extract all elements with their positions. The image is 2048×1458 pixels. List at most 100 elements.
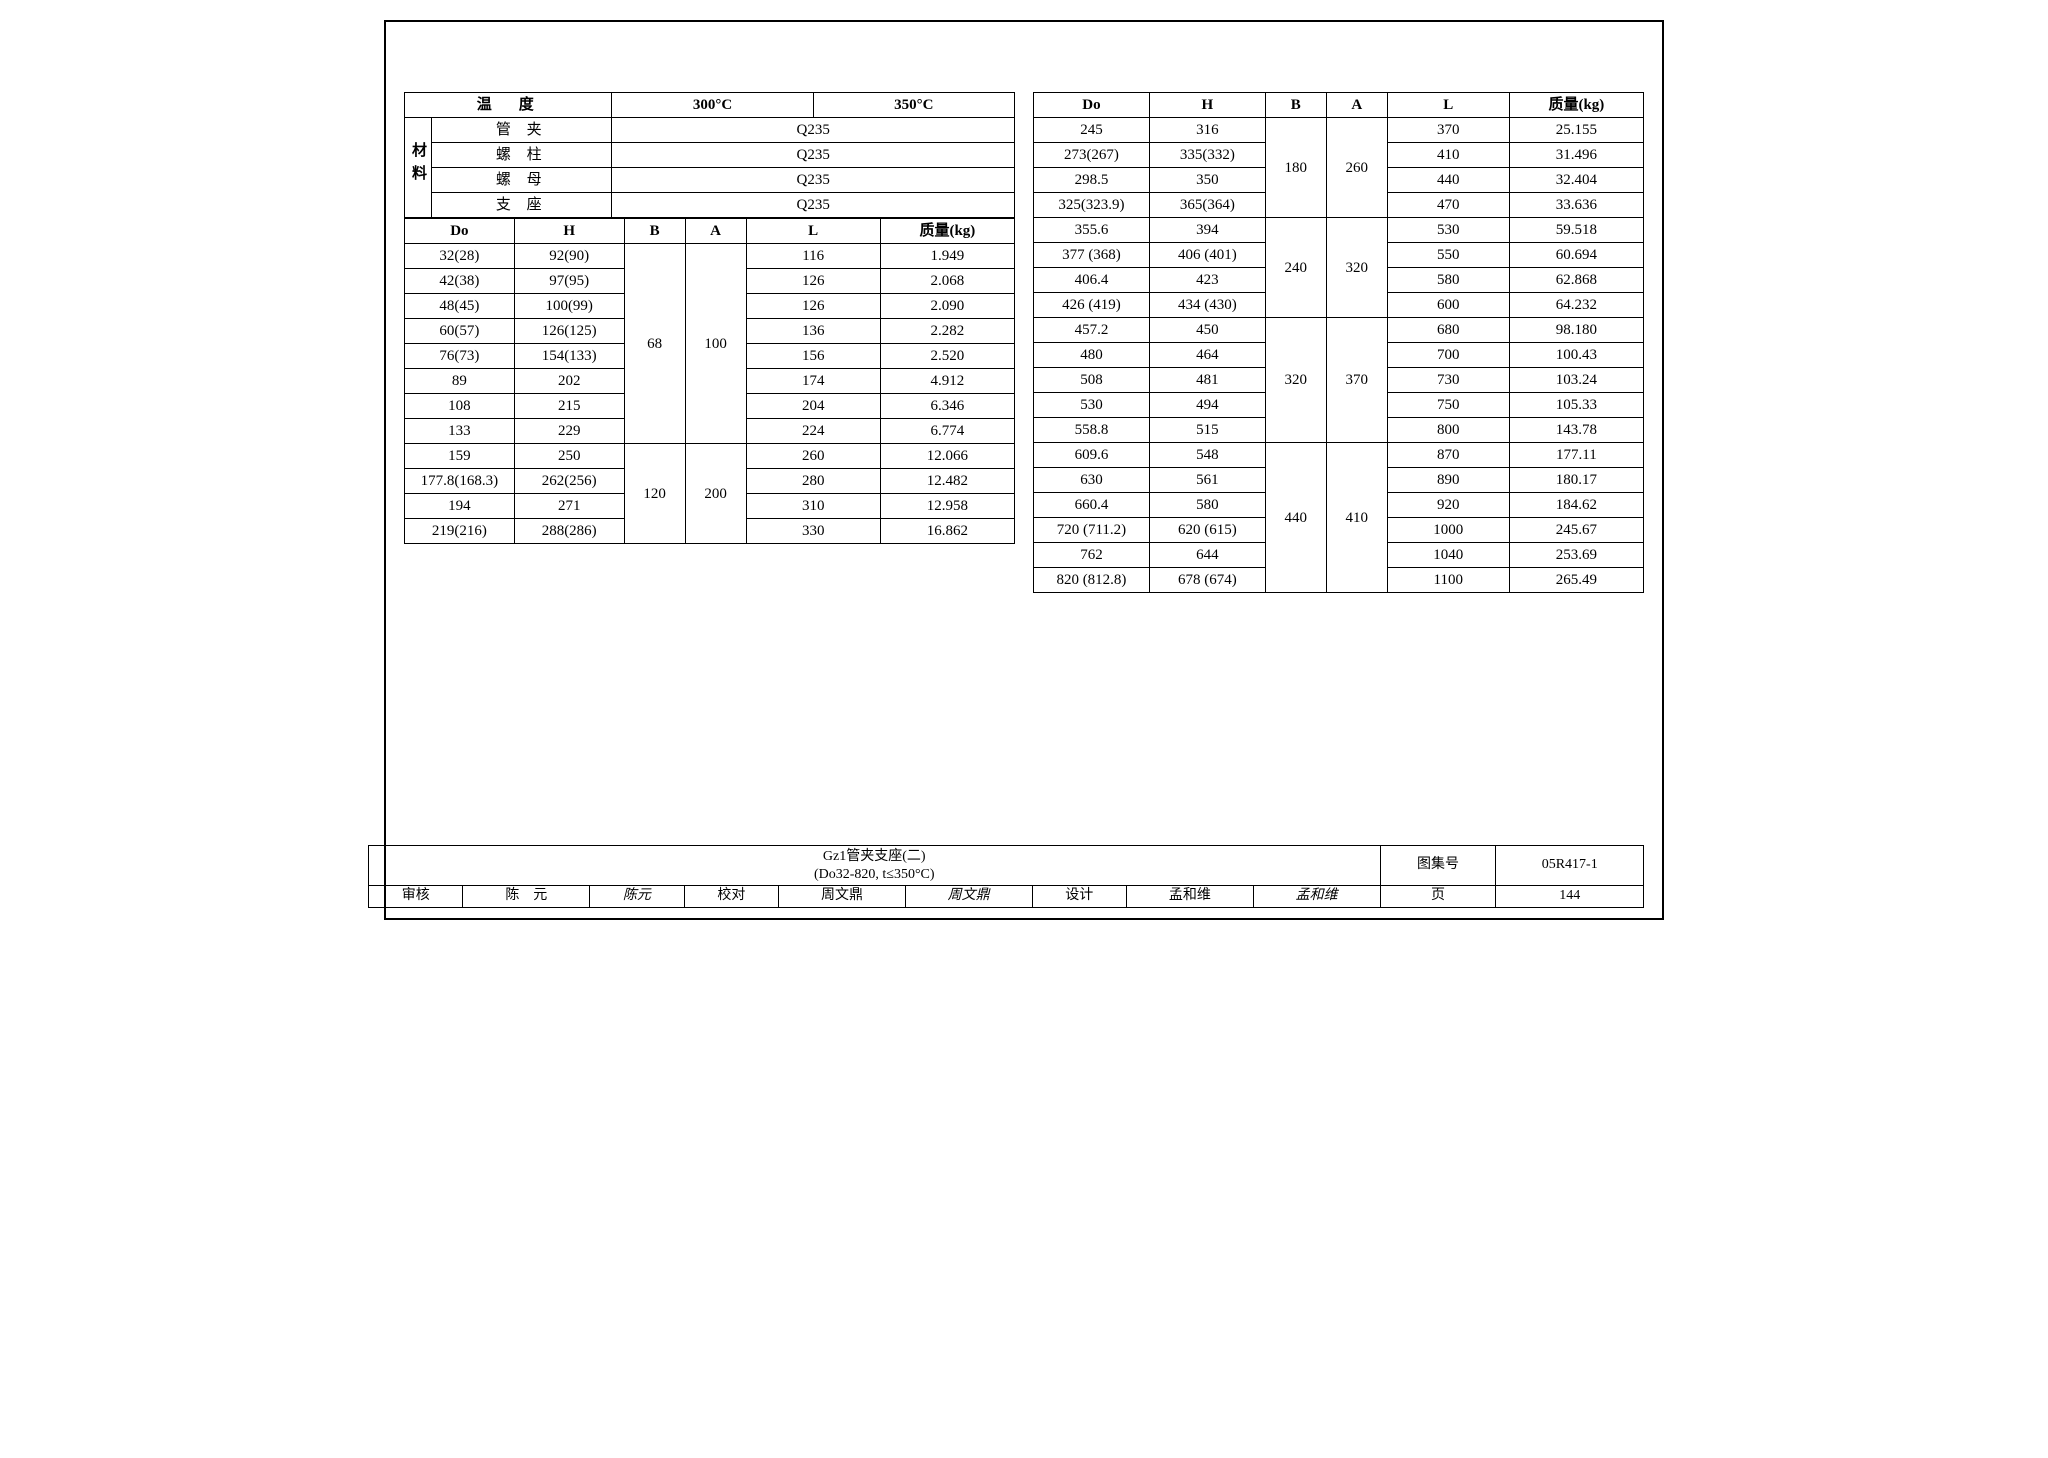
cell-h: 154(133) — [514, 344, 624, 369]
left-data-table: DoHBAL质量(kg)32(28)92(90)681001161.94942(… — [404, 218, 1015, 544]
cell-do: 426 (419) — [1034, 293, 1150, 318]
cell-h: 434 (430) — [1149, 293, 1265, 318]
cell-h: 494 — [1149, 393, 1265, 418]
cell-mass: 253.69 — [1509, 543, 1643, 568]
check-signature: 周文鼎 — [905, 886, 1032, 908]
cell-l: 730 — [1387, 368, 1509, 393]
cell-do: 508 — [1034, 368, 1150, 393]
cell-l: 600 — [1387, 293, 1509, 318]
cell-b: 320 — [1265, 318, 1326, 443]
table-row: 457.245032037068098.180 — [1034, 318, 1644, 343]
cell-l: 280 — [746, 469, 880, 494]
title-block: Gz1管夹支座(二) (Do32-820, t≤350°C) 图集号 05R41… — [368, 845, 1644, 908]
cell-do: 720 (711.2) — [1034, 518, 1150, 543]
cell-mass: 184.62 — [1509, 493, 1643, 518]
cell-b: 440 — [1265, 443, 1326, 593]
col-header: H — [1149, 93, 1265, 118]
cell-mass: 16.862 — [880, 519, 1014, 544]
cell-do: 108 — [405, 394, 515, 419]
cell-l: 310 — [746, 494, 880, 519]
cell-a: 320 — [1326, 218, 1387, 318]
cell-mass: 2.090 — [880, 294, 1014, 319]
cell-do: 762 — [1034, 543, 1150, 568]
cell-h: 92(90) — [514, 244, 624, 269]
cell-l: 204 — [746, 394, 880, 419]
cell-do: 273(267) — [1034, 143, 1150, 168]
table-row: 15925012020026012.066 — [405, 444, 1015, 469]
content-area: 温 度 300°C 350°C 材料 管 夹 Q235 螺 柱 Q235 螺 母… — [404, 92, 1644, 593]
cell-mass: 60.694 — [1509, 243, 1643, 268]
cell-mass: 177.11 — [1509, 443, 1643, 468]
mat-row-val: Q235 — [612, 168, 1015, 193]
cell-do: 820 (812.8) — [1034, 568, 1150, 593]
cell-l: 330 — [746, 519, 880, 544]
mat-row-name: 支 座 — [432, 193, 612, 218]
review-label: 审核 — [369, 886, 463, 908]
cell-b: 68 — [624, 244, 685, 444]
cell-do: 530 — [1034, 393, 1150, 418]
col-header: A — [685, 219, 746, 244]
cell-h: 316 — [1149, 118, 1265, 143]
col-header: H — [514, 219, 624, 244]
cell-h: 406 (401) — [1149, 243, 1265, 268]
check-name: 周文鼎 — [779, 886, 906, 908]
cell-do: 177.8(168.3) — [405, 469, 515, 494]
col-header: Do — [405, 219, 515, 244]
album-value: 05R417-1 — [1496, 846, 1644, 886]
cell-do: 194 — [405, 494, 515, 519]
cell-l: 156 — [746, 344, 880, 369]
cell-do: 32(28) — [405, 244, 515, 269]
temp-col-300: 300°C — [612, 93, 813, 118]
col-header: B — [1265, 93, 1326, 118]
cell-do: 660.4 — [1034, 493, 1150, 518]
cell-h: 365(364) — [1149, 193, 1265, 218]
cell-b: 120 — [624, 444, 685, 544]
design-name: 孟和维 — [1126, 886, 1253, 908]
cell-mass: 2.282 — [880, 319, 1014, 344]
cell-do: 355.6 — [1034, 218, 1150, 243]
cell-do: 558.8 — [1034, 418, 1150, 443]
cell-mass: 2.520 — [880, 344, 1014, 369]
cell-h: 271 — [514, 494, 624, 519]
cell-b: 240 — [1265, 218, 1326, 318]
mat-row-val: Q235 — [612, 193, 1015, 218]
cell-h: 97(95) — [514, 269, 624, 294]
cell-h: 644 — [1149, 543, 1265, 568]
cell-l: 680 — [1387, 318, 1509, 343]
cell-do: 133 — [405, 419, 515, 444]
cell-l: 580 — [1387, 268, 1509, 293]
cell-l: 800 — [1387, 418, 1509, 443]
cell-h: 394 — [1149, 218, 1265, 243]
cell-h: 548 — [1149, 443, 1265, 468]
cell-do: 219(216) — [405, 519, 515, 544]
cell-do: 630 — [1034, 468, 1150, 493]
cell-mass: 2.068 — [880, 269, 1014, 294]
cell-mass: 32.404 — [1509, 168, 1643, 193]
cell-h: 515 — [1149, 418, 1265, 443]
cell-l: 550 — [1387, 243, 1509, 268]
col-header: 质量(kg) — [880, 219, 1014, 244]
cell-l: 530 — [1387, 218, 1509, 243]
drawing-sheet: 温 度 300°C 350°C 材料 管 夹 Q235 螺 柱 Q235 螺 母… — [384, 20, 1664, 920]
cell-mass: 245.67 — [1509, 518, 1643, 543]
cell-l: 920 — [1387, 493, 1509, 518]
cell-mass: 6.346 — [880, 394, 1014, 419]
cell-mass: 6.774 — [880, 419, 1014, 444]
cell-do: 42(38) — [405, 269, 515, 294]
right-data-table: DoHBAL质量(kg)24531618026037025.155273(267… — [1033, 92, 1644, 593]
col-header: Do — [1034, 93, 1150, 118]
cell-mass: 12.482 — [880, 469, 1014, 494]
cell-mass: 1.949 — [880, 244, 1014, 269]
mat-row-name: 螺 母 — [432, 168, 612, 193]
mat-row-name: 螺 柱 — [432, 143, 612, 168]
cell-mass: 180.17 — [1509, 468, 1643, 493]
review-name: 陈 元 — [463, 886, 590, 908]
cell-l: 1040 — [1387, 543, 1509, 568]
cell-do: 89 — [405, 369, 515, 394]
cell-h: 100(99) — [514, 294, 624, 319]
cell-do: 480 — [1034, 343, 1150, 368]
cell-l: 126 — [746, 269, 880, 294]
col-header: L — [746, 219, 880, 244]
cell-do: 377 (368) — [1034, 243, 1150, 268]
cell-h: 423 — [1149, 268, 1265, 293]
